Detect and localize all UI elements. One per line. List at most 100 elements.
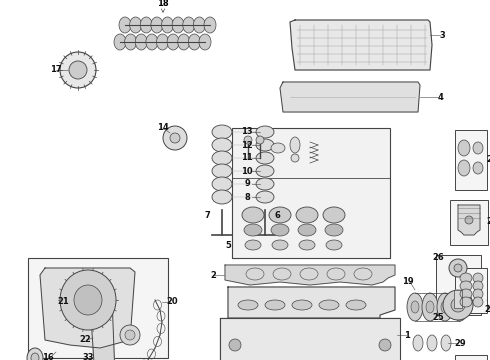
Ellipse shape [204, 17, 216, 33]
Ellipse shape [460, 297, 472, 307]
Ellipse shape [426, 301, 434, 313]
Ellipse shape [151, 17, 163, 33]
Ellipse shape [460, 273, 472, 283]
Ellipse shape [256, 126, 274, 138]
Ellipse shape [272, 240, 288, 250]
Polygon shape [228, 287, 395, 318]
Text: 7: 7 [204, 211, 210, 220]
Text: 5: 5 [225, 240, 231, 249]
Text: 9: 9 [244, 180, 250, 189]
Ellipse shape [188, 34, 200, 50]
Text: 6: 6 [274, 211, 280, 220]
Ellipse shape [473, 281, 483, 291]
Ellipse shape [325, 224, 343, 236]
Ellipse shape [298, 224, 316, 236]
Ellipse shape [346, 300, 366, 310]
Text: 33: 33 [82, 354, 94, 360]
Ellipse shape [256, 178, 274, 190]
Text: 23: 23 [486, 156, 490, 165]
Text: 8: 8 [244, 193, 250, 202]
Ellipse shape [140, 17, 152, 33]
Ellipse shape [271, 143, 285, 153]
Ellipse shape [326, 240, 342, 250]
Ellipse shape [451, 298, 465, 312]
Ellipse shape [183, 17, 195, 33]
Ellipse shape [114, 34, 126, 50]
Ellipse shape [449, 259, 467, 277]
Ellipse shape [74, 285, 102, 315]
Ellipse shape [323, 207, 345, 223]
Text: 27: 27 [484, 306, 490, 315]
Ellipse shape [290, 137, 300, 153]
Ellipse shape [245, 240, 261, 250]
Ellipse shape [465, 216, 473, 224]
Ellipse shape [256, 152, 274, 164]
Text: 12: 12 [241, 140, 253, 149]
Polygon shape [225, 265, 395, 285]
Text: 22: 22 [79, 336, 91, 345]
Ellipse shape [238, 300, 258, 310]
Text: 26: 26 [432, 253, 444, 262]
Bar [232, 128, 390, 258]
Polygon shape [454, 290, 462, 308]
Ellipse shape [271, 224, 289, 236]
Text: 19: 19 [402, 278, 414, 287]
Text: 4: 4 [437, 93, 443, 102]
Text: 16: 16 [42, 354, 54, 360]
Ellipse shape [170, 133, 180, 143]
Ellipse shape [212, 164, 232, 178]
Text: 1: 1 [404, 330, 410, 339]
Ellipse shape [411, 301, 419, 313]
Ellipse shape [443, 290, 473, 320]
Text: 11: 11 [241, 153, 253, 162]
Ellipse shape [265, 300, 285, 310]
Ellipse shape [60, 52, 96, 88]
Text: 18: 18 [157, 0, 169, 12]
Bar [455, 355, 487, 360]
Ellipse shape [256, 139, 274, 151]
Ellipse shape [456, 301, 464, 313]
Ellipse shape [162, 17, 173, 33]
Ellipse shape [244, 224, 262, 236]
Polygon shape [90, 298, 115, 360]
Polygon shape [458, 205, 480, 235]
Text: 29: 29 [454, 338, 466, 347]
Bar [450, 200, 488, 245]
Ellipse shape [124, 34, 137, 50]
Ellipse shape [473, 297, 483, 307]
Ellipse shape [73, 304, 83, 316]
Text: 20: 20 [166, 297, 178, 306]
Text: 13: 13 [241, 127, 253, 136]
Ellipse shape [167, 34, 179, 50]
Polygon shape [220, 318, 400, 360]
Bar [436, 255, 481, 315]
Ellipse shape [473, 162, 483, 174]
Ellipse shape [299, 240, 315, 250]
Ellipse shape [256, 165, 274, 177]
Ellipse shape [292, 300, 312, 310]
Ellipse shape [135, 34, 147, 50]
Ellipse shape [212, 177, 232, 191]
Ellipse shape [130, 17, 142, 33]
Ellipse shape [427, 335, 437, 351]
Ellipse shape [256, 136, 264, 144]
Ellipse shape [473, 289, 483, 299]
Ellipse shape [242, 207, 264, 223]
Ellipse shape [269, 207, 291, 223]
Polygon shape [290, 20, 432, 70]
Ellipse shape [422, 293, 438, 321]
Text: 17: 17 [50, 66, 62, 75]
Ellipse shape [460, 289, 472, 299]
Ellipse shape [256, 191, 274, 203]
Polygon shape [280, 82, 420, 112]
Polygon shape [232, 178, 390, 258]
Ellipse shape [178, 34, 190, 50]
Ellipse shape [212, 151, 232, 165]
Ellipse shape [156, 34, 169, 50]
Text: 14: 14 [157, 123, 169, 132]
Ellipse shape [194, 17, 205, 33]
Ellipse shape [454, 264, 462, 272]
Ellipse shape [407, 293, 423, 321]
Ellipse shape [291, 154, 299, 162]
Ellipse shape [68, 296, 88, 324]
